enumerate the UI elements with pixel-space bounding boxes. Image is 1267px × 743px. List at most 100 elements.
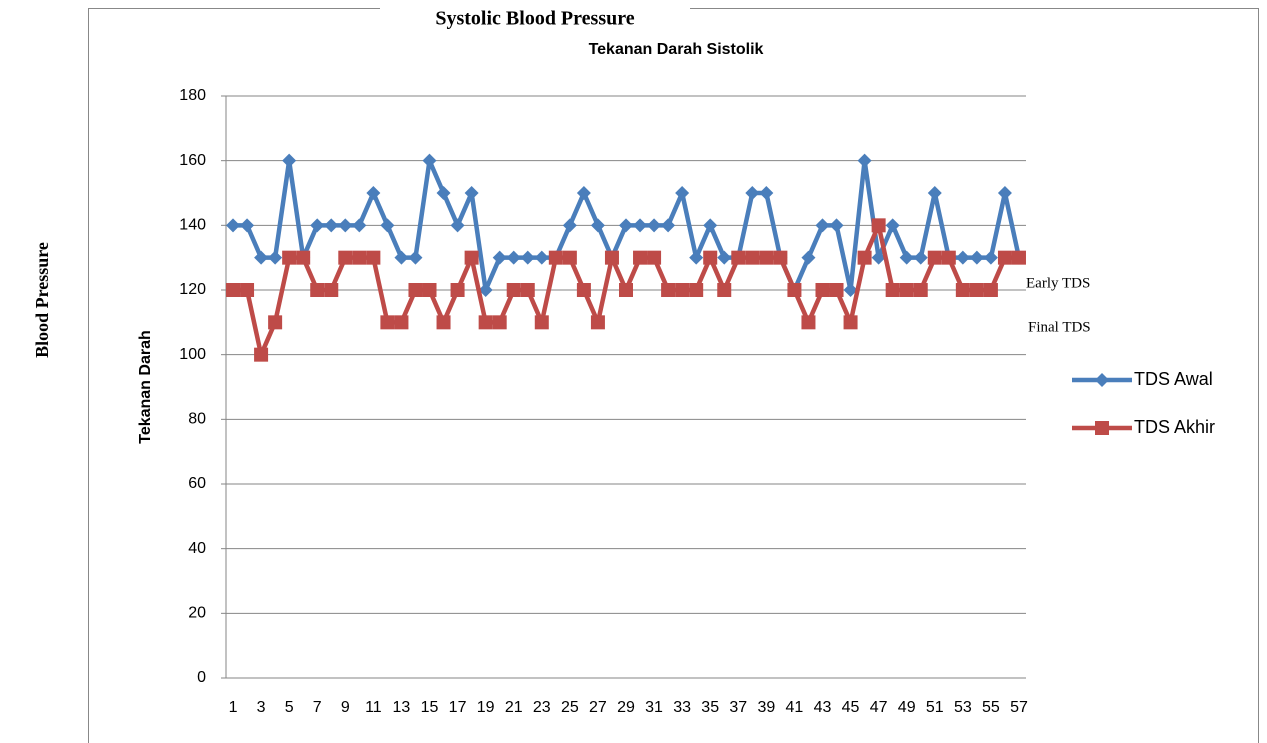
overlay-box	[380, 0, 690, 34]
data-point	[310, 283, 325, 297]
x-tick-label: 23	[533, 699, 551, 716]
data-point	[815, 283, 830, 297]
data-point	[619, 283, 633, 297]
data-point	[759, 250, 774, 265]
data-point	[282, 250, 297, 265]
data-point	[843, 315, 858, 330]
data-point	[801, 315, 816, 330]
x-tick-label: 51	[926, 699, 944, 716]
x-tick-label: 13	[393, 699, 411, 716]
data-point	[226, 218, 241, 233]
x-tick-label: 37	[729, 699, 747, 716]
legend-marker	[1095, 421, 1109, 435]
data-point	[366, 186, 381, 200]
x-tick-label: 3	[257, 699, 266, 716]
data-point	[590, 218, 605, 233]
x-tick-label: 1	[229, 699, 238, 716]
y-tick-label: 80	[188, 411, 206, 428]
x-tick-label: 19	[477, 699, 495, 716]
data-point	[661, 283, 676, 297]
data-point	[913, 283, 928, 297]
data-point	[997, 186, 1012, 200]
data-point	[520, 283, 535, 297]
data-point	[675, 186, 690, 200]
data-point	[324, 283, 339, 297]
data-point	[913, 250, 928, 265]
data-point	[955, 283, 970, 297]
x-tick-label: 47	[870, 699, 888, 716]
x-tick-label: 57	[1010, 699, 1028, 716]
data-point	[380, 315, 395, 330]
x-tick-label: 39	[757, 699, 775, 716]
data-point	[604, 250, 619, 265]
y-tick-label: 20	[188, 605, 206, 622]
data-point	[969, 250, 984, 265]
x-tick-label: 33	[673, 699, 691, 716]
y-tick-label: 160	[179, 152, 206, 169]
y-tick-label: 0	[197, 669, 206, 686]
chart-title: Tekanan Darah Sistolik	[589, 41, 764, 58]
data-point	[450, 218, 465, 233]
x-tick-label: 25	[561, 699, 579, 716]
annotation: Final TDS	[1028, 319, 1091, 335]
data-point	[366, 250, 381, 265]
data-point	[983, 283, 998, 297]
data-point	[268, 250, 283, 265]
data-point	[338, 250, 353, 265]
data-point	[815, 218, 830, 233]
data-point	[338, 218, 353, 233]
data-point	[857, 153, 872, 168]
data-point	[240, 283, 255, 297]
data-point	[226, 283, 241, 297]
data-point	[436, 186, 451, 200]
data-point	[436, 315, 451, 330]
y-axis-label: Tekanan Darah	[137, 330, 154, 444]
data-point	[296, 250, 311, 265]
data-point	[534, 315, 549, 330]
data-point	[829, 218, 844, 233]
legend-label: TDS Awal	[1134, 369, 1213, 389]
y-tick-label: 100	[179, 346, 206, 363]
data-point	[422, 283, 437, 297]
data-point	[745, 250, 760, 265]
data-point	[422, 153, 437, 168]
data-point	[268, 315, 283, 330]
x-tick-label: 11	[365, 699, 382, 716]
data-point	[520, 250, 535, 265]
data-point	[478, 283, 493, 297]
data-point	[885, 218, 900, 233]
data-point	[661, 218, 676, 233]
y-tick-label: 140	[179, 217, 206, 234]
data-point	[590, 315, 605, 330]
data-point	[703, 250, 718, 265]
data-point	[464, 186, 479, 200]
data-point	[394, 250, 409, 265]
data-point	[506, 283, 521, 297]
data-point	[254, 250, 269, 265]
data-point	[548, 250, 563, 265]
x-tick-label: 9	[341, 699, 350, 716]
data-point	[647, 218, 662, 233]
data-point	[324, 218, 339, 233]
x-tick-label: 53	[954, 699, 972, 716]
x-tick-label: 29	[617, 699, 635, 716]
data-point	[562, 218, 577, 233]
data-point	[717, 283, 732, 297]
data-point	[927, 186, 942, 200]
data-point	[450, 283, 465, 297]
y-tick-label: 60	[188, 475, 206, 492]
data-point	[997, 250, 1012, 265]
data-point	[717, 250, 732, 265]
data-point	[576, 283, 591, 297]
data-point	[562, 250, 577, 265]
data-point	[492, 315, 507, 330]
x-tick-label: 21	[505, 699, 523, 716]
data-point	[506, 250, 521, 265]
data-point	[899, 250, 914, 265]
data-point	[773, 250, 788, 265]
data-point	[745, 186, 760, 200]
y-tick-label: 40	[188, 540, 206, 557]
x-tick-label: 5	[285, 699, 294, 716]
data-point	[675, 283, 690, 297]
